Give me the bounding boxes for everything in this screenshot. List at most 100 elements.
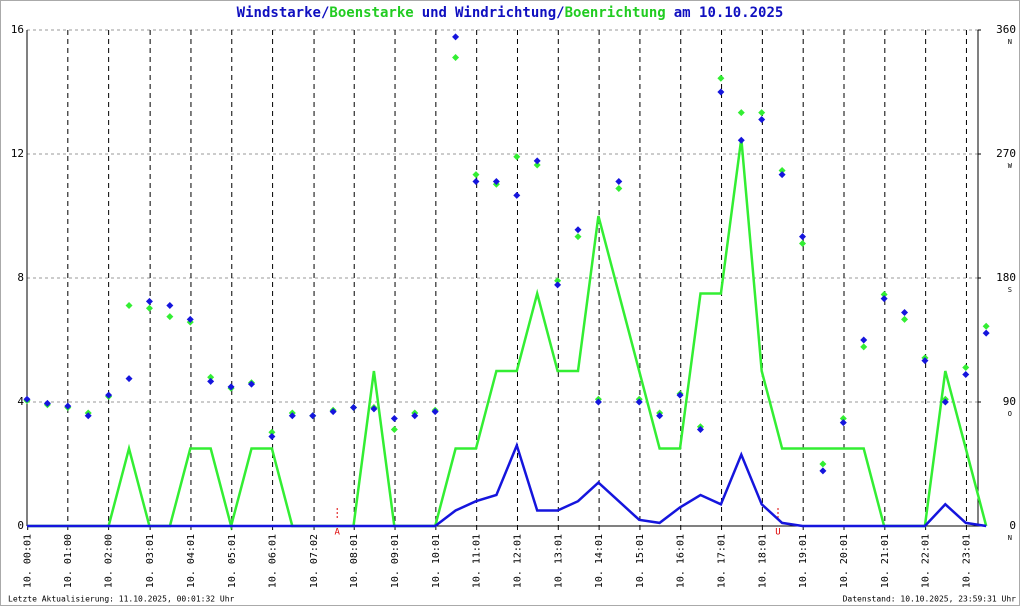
y2-tick-label: 270	[996, 147, 1016, 160]
direction-point	[268, 428, 276, 436]
x-tick-label: 10. 04:01	[186, 534, 197, 588]
direction-point	[594, 398, 602, 406]
direction-point	[880, 295, 888, 303]
direction-point	[676, 391, 684, 399]
direction-point	[635, 398, 643, 406]
direction-point	[901, 315, 909, 323]
y2-tick-label: 360	[996, 23, 1016, 36]
direction-point	[819, 467, 827, 475]
x-tick-label: 10. 22:01	[921, 534, 932, 588]
y-tick-label: 0	[17, 519, 24, 532]
direction-point	[513, 191, 521, 199]
direction-point	[798, 233, 806, 241]
x-tick-label: 10. 19:01	[798, 534, 809, 588]
annotation: A	[334, 528, 340, 538]
direction-point	[656, 412, 664, 420]
x-tick-label: 10. 20:01	[839, 534, 850, 588]
direction-point	[717, 74, 725, 82]
x-tick-label: 10. 06:01	[268, 534, 279, 588]
direction-point	[982, 322, 990, 330]
y2-compass-label: S	[1008, 286, 1012, 294]
direction-point	[350, 404, 358, 412]
direction-point	[268, 432, 276, 440]
x-tick-label: 10. 03:01	[145, 534, 156, 588]
direction-point	[860, 343, 868, 351]
direction-point	[390, 415, 398, 423]
chart-title: Windstarke/Boenstarke und Windrichtung/Boe…	[237, 5, 784, 21]
direction-point	[288, 412, 296, 420]
direction-point	[615, 178, 623, 186]
footer-left: Letzte Aktualisierung: 11.10.2025, 00:01…	[8, 595, 235, 604]
direction-point	[370, 405, 378, 413]
direction-point	[186, 315, 194, 323]
direction-point	[513, 153, 521, 161]
direction-point	[574, 226, 582, 234]
direction-point	[839, 419, 847, 427]
direction-point	[452, 54, 460, 62]
direction-point	[737, 109, 745, 117]
x-tick-label: 10. 12:01	[512, 534, 523, 588]
title-part: Boenstarke	[329, 5, 413, 21]
direction-point	[166, 313, 174, 321]
y2-compass-label: O	[1008, 410, 1012, 418]
direction-point	[166, 302, 174, 310]
x-tick-label: 10. 10:01	[431, 534, 442, 588]
series-line	[27, 138, 988, 531]
y2-tick-label: 0	[1009, 519, 1016, 532]
direction-point	[452, 33, 460, 41]
direction-point	[472, 178, 480, 186]
direction-point	[411, 412, 419, 420]
x-tick-label: 10. 05:01	[227, 534, 238, 588]
title-part: /	[556, 5, 564, 21]
x-tick-label: 10. 11:01	[472, 534, 483, 588]
y-tick-label: 8	[17, 271, 24, 284]
annotation: U	[775, 528, 780, 538]
title-part: /	[321, 5, 329, 21]
y-tick-label: 4	[17, 395, 24, 408]
y2-tick-label: 180	[996, 271, 1016, 284]
x-tick-label: 10. 21:01	[880, 534, 891, 588]
direction-point	[839, 415, 847, 423]
title-part: Windrichtung	[455, 5, 556, 21]
direction-point	[758, 116, 766, 124]
x-tick-label: 10. 15:01	[635, 534, 646, 588]
direction-point	[533, 157, 541, 165]
direction-point	[962, 370, 970, 378]
x-tick-label: 10. 13:01	[553, 534, 564, 588]
title-part: Windstarke	[237, 5, 321, 21]
direction-point	[615, 184, 623, 192]
direction-point	[737, 136, 745, 144]
direction-point	[554, 281, 562, 289]
direction-point	[717, 88, 725, 96]
direction-point	[758, 109, 766, 117]
direction-point	[329, 408, 337, 416]
direction-point	[145, 304, 153, 312]
direction-point	[227, 383, 235, 391]
x-tick-label: 10. 17:01	[717, 534, 728, 588]
x-tick-label: 10. 02:00	[104, 534, 115, 588]
direction-point	[125, 375, 133, 383]
x-tick-label: 10. 14:01	[594, 534, 605, 588]
direction-point	[125, 302, 133, 310]
direction-point	[798, 240, 806, 248]
x-tick-label: 10. 08:01	[349, 534, 360, 588]
direction-point	[819, 460, 827, 468]
direction-point	[105, 391, 113, 399]
direction-point	[64, 402, 72, 410]
direction-point	[921, 357, 929, 365]
direction-point	[309, 412, 317, 420]
direction-point	[84, 412, 92, 420]
direction-point	[574, 233, 582, 241]
direction-point	[901, 308, 909, 316]
x-tick-label: 10. 01:00	[63, 534, 74, 588]
x-tick-label: 10. 18:01	[757, 534, 768, 588]
y2-compass-label: N	[1008, 534, 1012, 542]
direction-point	[962, 364, 970, 372]
direction-point	[554, 277, 562, 285]
direction-point	[145, 297, 153, 305]
x-tick-label: 10. 23:01	[961, 534, 972, 588]
direction-point	[207, 373, 215, 381]
direction-point	[982, 329, 990, 337]
y-tick-label: 16	[11, 23, 24, 36]
